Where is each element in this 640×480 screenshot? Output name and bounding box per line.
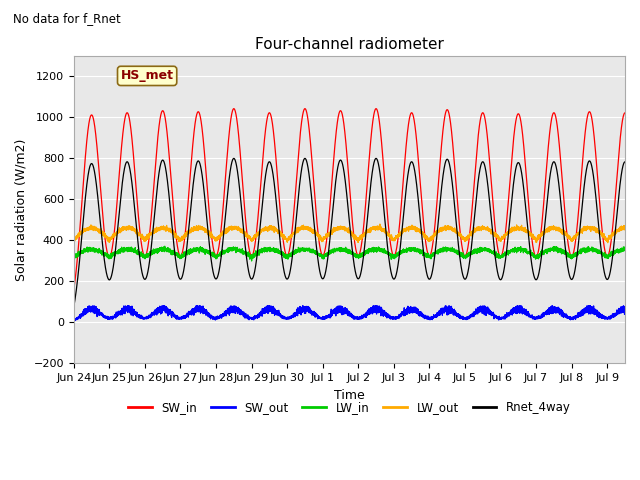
SW_in [102, 240, 109, 246]
LW_out [201, 227, 209, 232]
LW_in [102, 251, 109, 257]
LW_out [82, 228, 90, 233]
Line: SW_out: SW_out [74, 306, 625, 321]
Rnet_4way [247, 276, 255, 281]
SW_in [476, 123, 483, 129]
SW_out [201, 309, 209, 315]
Y-axis label: Solar radiation (W/m2): Solar radiation (W/m2) [15, 138, 28, 281]
SW_out [476, 309, 483, 314]
LW_in [621, 247, 629, 252]
Rnet_4way [82, 192, 90, 197]
SW_in [201, 152, 209, 157]
SW_in [82, 150, 90, 156]
SW_in [247, 252, 255, 258]
Rnet_4way [621, 159, 629, 165]
LW_in [248, 258, 255, 264]
SW_out [102, 314, 109, 320]
Text: HS_met: HS_met [120, 70, 173, 83]
Rnet_4way [70, 304, 77, 310]
Rnet_4way [94, 198, 102, 204]
Rnet_4way [201, 193, 209, 199]
LW_out [94, 228, 102, 234]
Legend: SW_in, SW_out, LW_in, LW_out, Rnet_4way: SW_in, SW_out, LW_in, LW_out, Rnet_4way [124, 396, 575, 419]
Rnet_4way [102, 266, 109, 272]
LW_in [94, 250, 102, 255]
LW_in [82, 248, 90, 253]
SW_out [82, 306, 90, 312]
SW_in [94, 157, 102, 163]
Line: Rnet_4way: Rnet_4way [74, 158, 625, 307]
LW_in [201, 247, 209, 253]
LW_in [70, 255, 77, 261]
SW_out [70, 317, 77, 323]
Title: Four-channel radiometer: Four-channel radiometer [255, 36, 444, 52]
LW_out [376, 221, 384, 227]
LW_in [161, 243, 168, 249]
LW_out [621, 226, 629, 232]
LW_in [247, 252, 255, 258]
LW_out [246, 236, 254, 242]
LW_out [604, 240, 612, 246]
Rnet_4way [230, 156, 237, 161]
SW_out [621, 307, 629, 312]
SW_in [230, 106, 237, 111]
LW_out [476, 225, 483, 231]
SW_out [86, 303, 93, 309]
Text: No data for f_Rnet: No data for f_Rnet [13, 12, 120, 25]
Line: LW_in: LW_in [74, 246, 625, 261]
X-axis label: Time: Time [334, 389, 365, 402]
LW_in [476, 247, 483, 253]
SW_in [621, 110, 629, 116]
SW_out [71, 318, 79, 324]
Line: SW_in: SW_in [74, 108, 625, 290]
SW_out [247, 315, 255, 321]
LW_out [102, 233, 109, 239]
Rnet_4way [476, 170, 483, 176]
Line: LW_out: LW_out [74, 224, 625, 243]
LW_out [70, 237, 77, 242]
SW_out [95, 309, 102, 314]
SW_in [70, 287, 77, 293]
